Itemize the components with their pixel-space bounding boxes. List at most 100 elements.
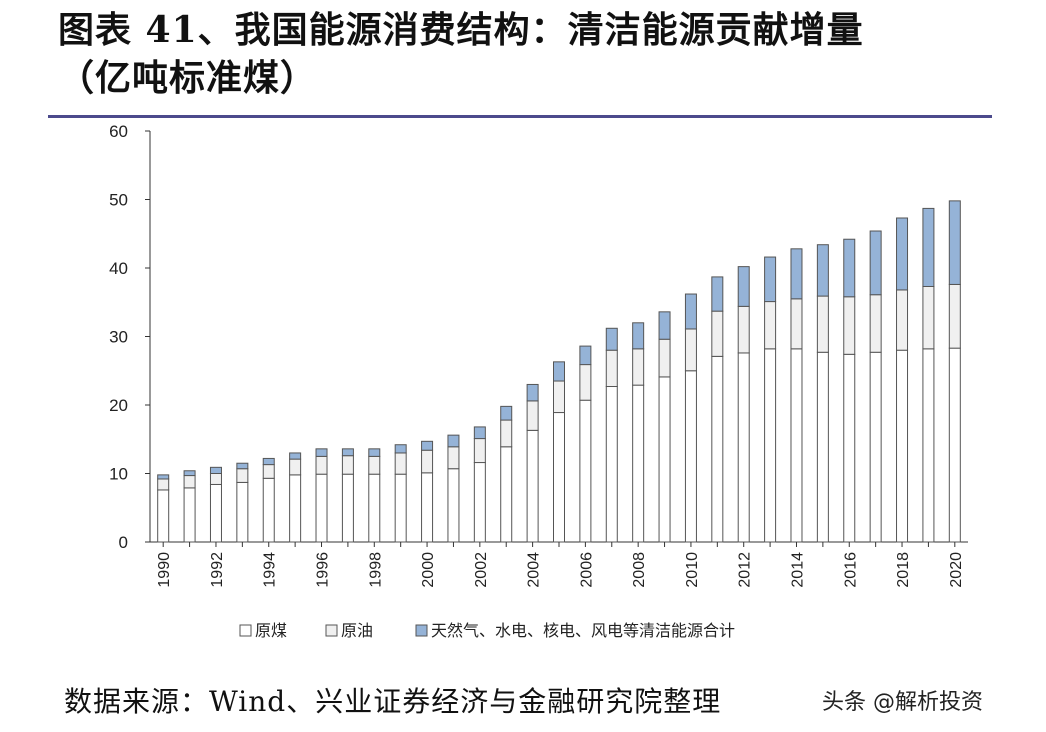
bar-segment-oil xyxy=(394,452,407,475)
x-tick-label: 2004 xyxy=(526,552,543,588)
bar-segment-oil xyxy=(157,478,170,491)
bar-segment-coal xyxy=(553,412,565,543)
bar-segment-oil xyxy=(764,301,777,350)
x-tick-label: 1994 xyxy=(262,552,279,588)
bar-segment-clean xyxy=(843,238,856,298)
bar-segment-coal xyxy=(948,347,961,543)
y-tick-label: 10 xyxy=(109,465,128,484)
bar-segment-oil xyxy=(948,283,961,349)
bar-segment-clean xyxy=(764,256,777,303)
bar-segment-oil xyxy=(711,310,724,357)
bar-segment-coal xyxy=(236,481,249,543)
bar-segment-clean xyxy=(922,207,935,287)
watermark: 头条 @解析投资 xyxy=(822,690,983,715)
legend-swatch xyxy=(325,624,338,637)
bar-segment-oil xyxy=(262,464,275,479)
bar-segment-coal xyxy=(315,473,328,543)
title-divider xyxy=(48,115,992,118)
bar-segment-coal xyxy=(473,462,486,543)
legend-swatch xyxy=(239,624,252,637)
bar-segment-oil xyxy=(183,475,196,489)
y-tick-label: 20 xyxy=(109,396,128,415)
x-tick-label: 2018 xyxy=(895,552,912,588)
bar-segment-clean xyxy=(368,448,381,457)
y-tick-label: 60 xyxy=(109,122,128,141)
bar-segment-oil xyxy=(341,455,354,475)
bar-segment-oil xyxy=(816,295,829,353)
bar-segment-coal xyxy=(737,352,750,543)
legend-label: 原油 xyxy=(341,621,373,640)
bar-segment-oil xyxy=(553,380,565,414)
bar-segment-oil xyxy=(209,473,222,485)
bar-segment-oil xyxy=(236,468,249,483)
bar-segment-clean xyxy=(526,383,539,402)
bar-segment-coal xyxy=(764,348,777,543)
bar-segment-clean xyxy=(157,474,170,480)
x-tick-label: 2002 xyxy=(473,552,490,588)
bar-segment-clean xyxy=(289,452,302,460)
bar-segment-coal xyxy=(896,349,909,543)
bar-segment-oil xyxy=(658,338,671,378)
bar-segment-clean xyxy=(315,448,328,457)
bar-segment-coal xyxy=(790,348,803,543)
bar-segment-coal xyxy=(183,487,196,543)
bar-segment-coal xyxy=(526,429,539,543)
bar-segment-coal xyxy=(157,489,170,543)
y-tick-label: 40 xyxy=(109,259,128,278)
bar-segment-coal xyxy=(579,399,592,543)
source-note: 数据来源：Wind、兴业证券经济与金融研究院整理 xyxy=(64,685,722,718)
bar-segment-clean xyxy=(737,266,750,307)
bar-segment-oil xyxy=(684,328,697,372)
bar-segment-clean xyxy=(816,244,829,297)
bar-segment-coal xyxy=(922,348,935,543)
bar-segment-clean xyxy=(341,448,354,457)
bar-segment-coal xyxy=(632,384,645,543)
bar-segment-clean xyxy=(632,322,645,350)
bar-segment-clean xyxy=(183,470,196,477)
x-tick-label: 2012 xyxy=(737,552,754,588)
bar-segment-oil xyxy=(737,305,750,354)
bar-segment-clean xyxy=(447,434,460,448)
bar-segment-coal xyxy=(843,353,856,543)
bar-segment-oil xyxy=(289,458,302,476)
y-tick-label: 0 xyxy=(119,533,128,552)
bar-segment-clean xyxy=(262,457,275,466)
bar-segment-clean xyxy=(605,327,618,351)
bar-segment-clean xyxy=(684,293,697,330)
bar-segment-coal xyxy=(289,474,302,543)
bar-segment-coal xyxy=(447,468,460,543)
bar-segment-clean xyxy=(948,200,961,285)
bar-segment-oil xyxy=(632,348,645,386)
bar-segment-clean xyxy=(790,248,803,300)
bar-segment-clean xyxy=(658,311,671,340)
bar-segment-coal xyxy=(368,473,381,543)
bar-segment-oil xyxy=(447,446,460,470)
x-tick-label: 1998 xyxy=(367,552,384,588)
legend-label: 天然气、水电、核电、风电等清洁能源合计 xyxy=(431,621,735,640)
bar-segment-clean xyxy=(209,466,222,474)
bar-segment-oil xyxy=(473,438,486,464)
bar-segment-coal xyxy=(658,376,671,543)
bar-segment-coal xyxy=(869,351,882,543)
bar-segment-coal xyxy=(816,351,829,543)
bar-segment-coal xyxy=(421,472,434,543)
bar-segment-clean xyxy=(236,462,249,470)
y-tick-label: 50 xyxy=(109,191,128,210)
bar-segment-coal xyxy=(262,477,275,543)
bar-segment-clean xyxy=(500,405,513,421)
x-tick-label: 2010 xyxy=(684,552,701,588)
bar-segment-clean xyxy=(896,217,909,291)
title-line-2: （亿吨标准煤） xyxy=(58,57,318,99)
bar-segment-clean xyxy=(394,444,407,454)
x-tick-label: 1996 xyxy=(315,552,332,588)
bar-segment-oil xyxy=(526,400,539,431)
bar-segment-coal xyxy=(341,473,354,543)
bar-segment-oil xyxy=(315,455,328,475)
bar-segment-clean xyxy=(579,345,592,366)
bar-segment-clean xyxy=(553,361,565,382)
bar-segment-coal xyxy=(500,446,513,543)
bar-segment-coal xyxy=(605,386,618,543)
bar-segment-clean xyxy=(711,276,724,312)
x-tick-label: 2016 xyxy=(842,552,859,588)
x-tick-label: 2000 xyxy=(420,552,437,588)
